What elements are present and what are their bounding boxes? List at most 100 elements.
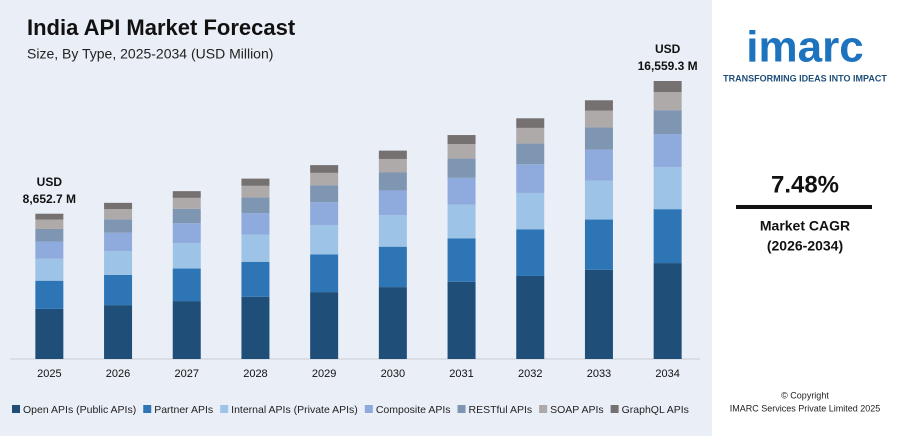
bar-segment [653,81,682,93]
bar-segment [447,238,476,282]
bar-segment [104,219,133,233]
bar-segment [516,164,545,193]
annotation-unit: USD [655,42,681,56]
legend-label: GraphQL APIs [622,404,689,416]
bar-segment [310,172,339,186]
legend-swatch [220,405,229,413]
bar-segment [584,100,613,111]
bar-segment [653,209,682,264]
annotation-value: 8,652.7 M [23,192,76,206]
bar-segment [447,158,476,178]
x-tick-label: 2025 [37,368,61,380]
bar-segment [516,127,545,144]
bar-segment [35,241,64,259]
bar-segment [447,135,476,145]
bar-segment [378,172,407,191]
bar-segment [378,190,407,216]
bar-segment [653,92,682,111]
bar-segment [310,225,339,255]
x-tick-label: 2026 [106,368,130,380]
bar-segment [241,213,270,235]
legend-swatch [12,405,20,413]
bar-segment [241,261,270,297]
owner: IMARC Services Private Limited 2025 [730,403,881,413]
bar-segment [584,127,613,150]
bar-segment [516,229,545,276]
bar-segment [172,208,201,224]
bar-segment [310,254,339,293]
logo: imarc [746,23,863,72]
bar-segment [104,251,133,275]
bar-segment [172,191,201,198]
bar-segment [241,185,270,198]
bar-segment [447,281,476,359]
x-tick-label: 2034 [655,368,679,380]
bar-segment [104,209,133,220]
bar-segment [241,296,270,359]
bar-segment [653,263,682,359]
bar-segment [241,178,270,186]
bar-segment [378,215,407,247]
annotation-value: 16,559.3 M [638,59,698,73]
bar-segment [447,144,476,159]
bar-segment [378,287,407,359]
x-tick-label: 2031 [449,368,473,380]
bar-segment [104,274,133,306]
legend-label: Partner APIs [154,404,213,416]
bar-segment [310,202,339,226]
cagr-period: (2026-2034) [767,238,843,254]
legend-swatch [539,405,548,413]
chart-subtitle: Size, By Type, 2025-2034 (USD Million) [27,46,273,62]
bar-segment [35,213,64,220]
x-tick-label: 2028 [243,368,267,380]
bar-segment [241,234,270,262]
legend-label: Internal APIs (Private APIs) [231,404,358,416]
bar-segment [516,118,545,128]
legend-swatch [143,405,152,413]
cagr-value: 7.48% [771,171,839,198]
x-tick-label: 2029 [312,368,336,380]
bar-segment [35,280,64,309]
bar-segment [584,269,613,359]
bar-segment [653,110,682,135]
bar-segment [447,204,476,239]
bar-segment [104,232,133,252]
legend-label: RESTful APIs [469,404,533,416]
bar-segment [35,228,64,242]
bar-segment [172,243,201,269]
legend-swatch [457,405,466,413]
bar-segment [35,219,64,229]
bar-segment [310,165,339,173]
bar-segment [516,192,545,230]
bar-segment [653,167,682,210]
bar-segment [104,202,133,210]
bar-segment [584,219,613,270]
copyright: © Copyright [781,390,829,400]
legend-label: Composite APIs [376,404,451,416]
x-tick-label: 2027 [175,368,199,380]
bar-segment [378,158,407,173]
bar-segment [35,258,64,281]
bar-segment [653,134,682,168]
x-tick-label: 2032 [518,368,542,380]
legend-label: SOAP APIs [550,404,604,416]
annotation-unit: USD [37,175,63,189]
legend-label: Open APIs (Public APIs) [23,404,136,416]
x-tick-label: 2030 [381,368,405,380]
x-tick-label: 2033 [587,368,611,380]
bar-segment [241,197,270,214]
bar-segment [35,308,64,359]
bar-segment [172,301,201,359]
chart-title: India API Market Forecast [27,15,296,40]
bar-segment [516,143,545,165]
legend-swatch [364,405,373,413]
tagline: TRANSFORMING IDEAS INTO IMPACT [723,73,887,83]
bar-segment [584,149,613,181]
side-panel [712,0,903,436]
bar-segment [378,150,407,159]
bar-segment [104,305,133,359]
cagr-label: Market CAGR [760,218,850,234]
bar-segment [447,177,476,205]
bar-segment [172,223,201,244]
bar-segment [310,292,339,359]
